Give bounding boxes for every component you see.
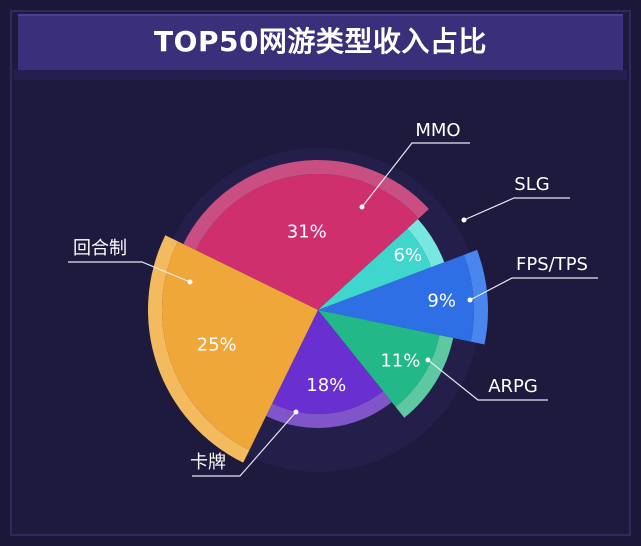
pie-slice-value-label: 25%: [197, 335, 237, 356]
pie-slice-value-label: 11%: [380, 350, 420, 371]
pie-slice-value-label: 31%: [287, 221, 327, 242]
pie-slice-arpg: [318, 310, 440, 407]
pie-slice-rim-slice-5: [148, 235, 250, 463]
pie-slice-rim-slg: [407, 219, 445, 268]
pie-slice-category-label: MMO: [415, 120, 460, 141]
leader-dot: [293, 409, 299, 415]
pie-slice-slice-4: [272, 310, 384, 414]
pie-slice-rim-mmo: [183, 159, 429, 251]
leader-line: [192, 411, 297, 477]
leader-line: [361, 142, 470, 208]
leader-line: [469, 277, 598, 301]
leader-dot: [187, 279, 193, 285]
leader-line: [427, 359, 548, 401]
pie-slice-category-label: SLG: [514, 174, 549, 195]
pie-slice-category-label: 回合制: [73, 238, 127, 259]
leader-dot: [467, 297, 473, 303]
title-bar: [18, 14, 623, 70]
leader-line: [68, 261, 191, 283]
leader-dot: [425, 357, 431, 363]
title-bar-shadow: [14, 70, 627, 80]
pie-slice-category-label: 卡牌: [190, 452, 226, 473]
pie-slice-slice-5: [162, 241, 318, 451]
leader-line: [463, 197, 570, 221]
pie-slice-value-label: 9%: [427, 290, 456, 311]
pie-slice-category-label: ARPG: [488, 376, 538, 397]
pie-slice-rim-slice-4: [266, 391, 392, 428]
leader-dot: [359, 204, 365, 210]
pie-slice-rim-arpg: [395, 335, 454, 418]
pie-slice-value-label: 6%: [394, 245, 423, 266]
chart-title: TOP50网游类型收入占比: [154, 25, 487, 58]
pie-slice-fps-tps: [318, 254, 474, 342]
pie-slice-slg: [318, 228, 432, 310]
leader-dot: [461, 217, 467, 223]
pie-slice-value-label: 18%: [306, 375, 346, 396]
pie-slice-category-label: FPS/TPS: [516, 254, 588, 275]
